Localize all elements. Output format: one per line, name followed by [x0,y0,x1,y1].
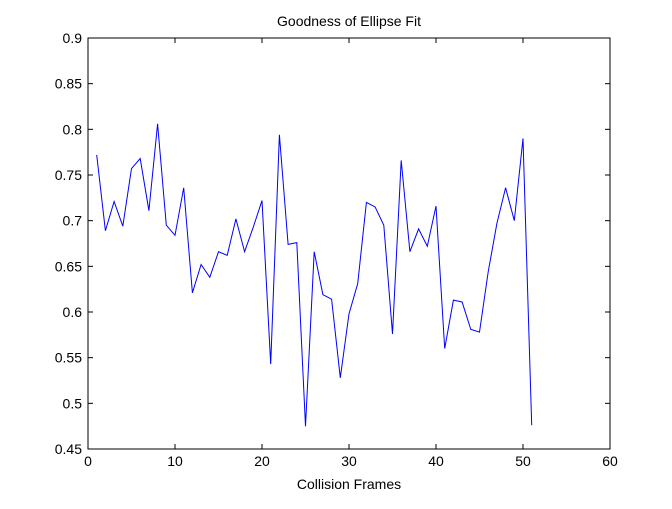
y-tick-label: 0.55 [55,350,82,366]
x-tick-label: 0 [84,453,92,469]
plot-area [87,37,611,450]
x-axis-ticks: 0 10 20 30 40 50 60 [84,38,618,469]
y-axis-ticks: 0.45 0.5 0.55 0.6 0.65 0.7 0.75 0.8 0.85 0.9 [55,30,610,457]
y-tick-label: 0.6 [63,304,83,320]
y-tick-label: 0.7 [63,213,83,229]
y-tick-label: 0.45 [55,441,82,457]
series-line [96,123,533,427]
x-tick-label: 50 [515,453,531,469]
x-tick-label: 10 [167,453,183,469]
y-tick-label: 0.9 [63,30,83,46]
x-axis-label: Collision Frames [297,476,401,492]
y-tick-label: 0.75 [55,167,82,183]
x-tick-label: 60 [602,453,618,469]
series-group [96,123,533,427]
y-tick-label: 0.5 [63,395,83,411]
x-tick-label: 20 [254,453,270,469]
chart-title: Goodness of Ellipse Fit [277,13,421,29]
y-tick-label: 0.8 [63,121,83,137]
x-tick-label: 40 [428,453,444,469]
y-tick-label: 0.85 [55,76,82,92]
y-tick-label: 0.65 [55,258,82,274]
x-tick-label: 30 [341,453,357,469]
